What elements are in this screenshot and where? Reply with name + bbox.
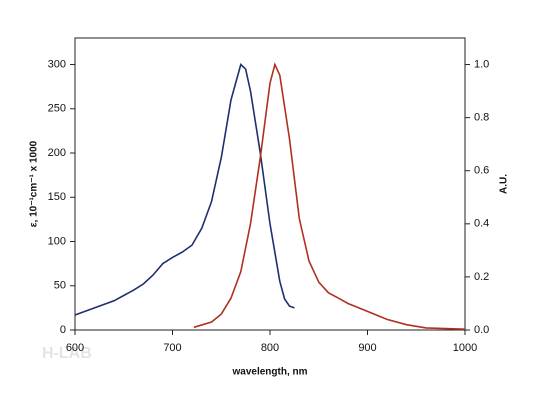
- y-tick-label: 0: [60, 324, 66, 336]
- y-tick-label: 200: [48, 147, 66, 159]
- y-tick-label: 50: [54, 280, 66, 292]
- x-tick-label: 700: [163, 342, 181, 354]
- y-axis-label: ε, 10⁻¹cm⁻¹ x 1000: [29, 140, 40, 227]
- x-tick-label: 900: [358, 342, 376, 354]
- y-tick-label: 300: [48, 58, 66, 70]
- series-line: [74, 63, 295, 316]
- y-tick-label: 250: [48, 103, 66, 115]
- x-tick-label: 1000: [453, 342, 477, 354]
- x-tick-label: 800: [261, 342, 279, 354]
- x-axis-label: wavelength, nm: [231, 367, 307, 378]
- y2-axis-label: A.U.: [499, 174, 510, 194]
- x-tick-label: 600: [66, 342, 84, 354]
- y2-tick-label: 1.0: [474, 58, 489, 70]
- watermark: H-LAB: [42, 345, 92, 362]
- y2-tick-label: 0.0: [474, 324, 489, 336]
- y2-tick-label: 0.4: [474, 218, 489, 230]
- y2-tick-label: 0.8: [474, 112, 489, 124]
- y-tick-label: 100: [48, 235, 66, 247]
- y2-tick-label: 0.6: [474, 165, 489, 177]
- y-tick-label: 150: [48, 191, 66, 203]
- series-line: [193, 62, 466, 330]
- y2-tick-label: 0.2: [474, 271, 489, 283]
